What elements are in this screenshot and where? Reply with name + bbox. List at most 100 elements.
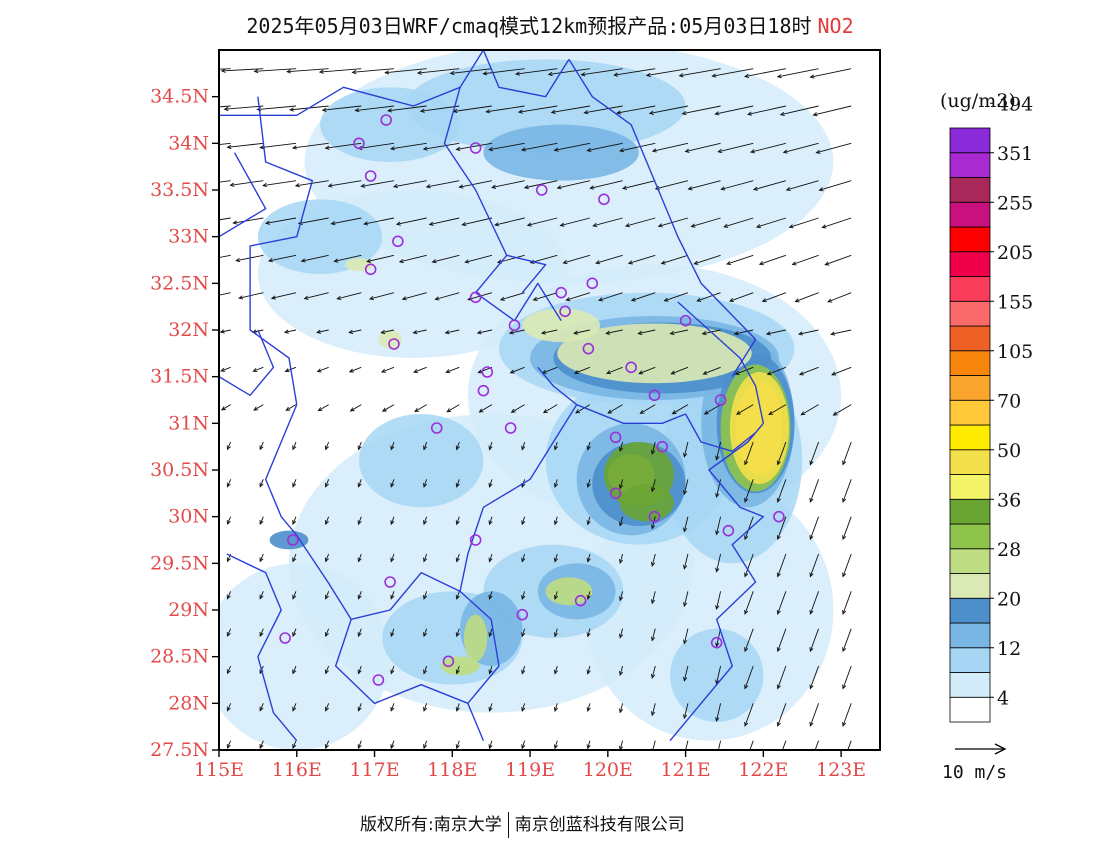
wind-arrow (541, 329, 558, 334)
wind-arrow-head (292, 482, 297, 488)
wind-arrow-head (809, 684, 814, 690)
wind-arrow-head (744, 721, 749, 727)
wind-arrow (554, 740, 558, 749)
wind-arrow-head (715, 493, 720, 499)
wind-arrow (694, 254, 721, 265)
wind-arrow-head (565, 297, 571, 302)
wind-arrow (759, 254, 787, 265)
wind-arrow (756, 217, 787, 228)
wind-reference-label: 10 m/s (942, 762, 1008, 783)
wind-arrow (619, 703, 624, 713)
wind-arrow-head (715, 567, 720, 573)
wind-arrow-head (650, 711, 656, 717)
wind-arrow (358, 479, 362, 487)
wind-arrow (581, 68, 623, 76)
wind-arrow-head (327, 183, 333, 188)
wind-arrow-head (316, 329, 322, 334)
wind-arrow-head (235, 257, 241, 263)
wind-arrow-head (627, 260, 633, 265)
lat-tick-label: 28.5N (150, 646, 209, 668)
wind-arrow (390, 479, 395, 487)
station-marker (388, 338, 400, 350)
wind-arrow (619, 665, 624, 676)
wind-arrow-head (618, 521, 624, 527)
wind-arrow-head (478, 408, 484, 413)
wind-arrow-head (744, 647, 749, 653)
wind-arrow-head (390, 706, 395, 712)
wind-arrow-head (744, 535, 749, 541)
wind-arrow (259, 479, 264, 487)
wind-arrow-head (553, 632, 559, 638)
wind-arrow (220, 366, 231, 372)
wind-arrow-head (800, 411, 806, 416)
station-marker (477, 384, 490, 397)
wind-arrow-head (815, 149, 821, 154)
wind-arrow-head (598, 297, 604, 302)
station-marker (469, 142, 482, 154)
colorbar-swatch (949, 375, 991, 401)
wind-arrow (355, 105, 395, 111)
wind-arrow-head (458, 184, 464, 189)
wind-arrow-head (324, 706, 329, 712)
wind-arrow (462, 217, 493, 226)
wind-arrow-head (485, 109, 491, 114)
plot-frame (218, 49, 881, 751)
station-marker (430, 422, 443, 434)
wind-arrow (628, 254, 656, 264)
wind-arrow (685, 740, 689, 750)
wind-arrow (304, 292, 329, 300)
wind-arrow (390, 628, 395, 637)
wind-arrow (842, 703, 852, 727)
wind-arrow (521, 591, 526, 600)
concentration-patch (463, 614, 488, 662)
lat-tick-label: 34.5N (150, 86, 209, 108)
wind-arrow (744, 591, 754, 615)
wind-arrow (521, 441, 526, 450)
boundary-line (226, 553, 298, 742)
wind-arrow (798, 329, 819, 335)
wind-arrow (587, 142, 623, 152)
wind-arrow-head (683, 714, 688, 720)
wind-arrow (423, 441, 428, 450)
wind-arrow (382, 404, 395, 412)
wind-arrow-head (488, 445, 493, 451)
wind-arrow (658, 217, 689, 227)
lon-tick-label: 119E (505, 759, 555, 781)
wind-arrow (762, 292, 787, 302)
wind-arrow (842, 479, 852, 503)
wind-arrow-head (387, 108, 393, 113)
wind-arrow-head (703, 410, 709, 415)
wind-arrow (557, 180, 591, 189)
station-marker (555, 286, 567, 299)
wind-arrow (593, 217, 623, 227)
wind-arrow-head (455, 669, 460, 675)
wind-arrow-head (683, 452, 688, 458)
wind-arrow (810, 68, 852, 78)
colorbar-label: 20 (997, 588, 1021, 610)
wind-arrow (584, 105, 623, 114)
wind-arrow (413, 366, 427, 373)
wind-arrow (606, 329, 623, 334)
wind-arrow (587, 628, 591, 637)
wind-arrow-head (586, 147, 592, 153)
station-marker (384, 576, 396, 588)
colorbar-swatch (949, 399, 991, 426)
colorbar-label: 255 (997, 192, 1033, 214)
wind-arrow-head (189, 69, 193, 72)
wind-arrow-head (330, 221, 336, 226)
boundary-line (219, 329, 275, 397)
wind-arrow-head (455, 482, 460, 488)
lon-tick-label: 120E (583, 759, 633, 781)
station-marker (364, 170, 377, 182)
wind-arrow (842, 628, 852, 652)
wind-arrow (219, 142, 231, 145)
wind-arrow (390, 703, 395, 711)
wind-arrow-head (423, 706, 428, 712)
wind-arrow-head (488, 557, 493, 563)
wind-arrow-head (390, 557, 395, 563)
lat-tick-label: 31N (168, 412, 209, 434)
wind-arrow (292, 703, 297, 711)
wind-arrow (518, 105, 558, 113)
wind-arrow-head (797, 331, 803, 336)
wind-arrow-head (259, 706, 264, 712)
